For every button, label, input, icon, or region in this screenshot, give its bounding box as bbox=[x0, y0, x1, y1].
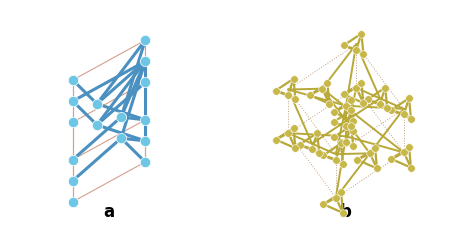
Point bbox=[366, 151, 374, 155]
Point bbox=[388, 157, 395, 161]
Point bbox=[296, 143, 303, 147]
Point bbox=[388, 108, 395, 112]
Point bbox=[405, 96, 413, 100]
Point bbox=[93, 123, 101, 127]
Point bbox=[117, 115, 125, 119]
Point bbox=[332, 158, 340, 161]
Point bbox=[330, 120, 337, 124]
Point bbox=[339, 162, 347, 166]
Point bbox=[376, 102, 384, 106]
Point bbox=[141, 139, 149, 143]
Point bbox=[352, 48, 360, 52]
Point bbox=[364, 98, 372, 101]
Point bbox=[69, 158, 77, 161]
Point bbox=[69, 120, 77, 124]
Point bbox=[342, 124, 350, 128]
Point bbox=[400, 112, 408, 116]
Point bbox=[315, 151, 323, 155]
Point bbox=[290, 126, 297, 130]
Point bbox=[324, 82, 331, 85]
Point bbox=[332, 196, 340, 200]
Point bbox=[354, 158, 361, 162]
Point bbox=[141, 81, 149, 84]
Point bbox=[319, 87, 326, 91]
Point bbox=[141, 38, 149, 42]
Point bbox=[69, 179, 77, 183]
Point bbox=[141, 160, 149, 164]
Point bbox=[326, 102, 333, 106]
Point bbox=[330, 110, 337, 114]
Point bbox=[337, 142, 345, 145]
Point bbox=[117, 136, 125, 140]
Point bbox=[337, 190, 345, 194]
Point bbox=[69, 200, 77, 204]
Point bbox=[358, 81, 365, 84]
Text: b: b bbox=[340, 203, 352, 221]
Point bbox=[360, 52, 367, 56]
Point bbox=[319, 153, 327, 157]
Point bbox=[347, 108, 355, 112]
Point bbox=[340, 43, 347, 47]
Point bbox=[400, 151, 408, 154]
Point bbox=[284, 93, 292, 97]
Point bbox=[352, 86, 360, 90]
Point bbox=[342, 140, 350, 144]
Point bbox=[382, 86, 389, 90]
Point bbox=[284, 131, 292, 135]
Point bbox=[272, 138, 280, 142]
Point bbox=[330, 135, 337, 139]
Point bbox=[407, 166, 415, 170]
Point bbox=[360, 101, 367, 105]
Point bbox=[405, 145, 413, 149]
Point bbox=[272, 89, 280, 92]
Point bbox=[342, 104, 350, 108]
Point bbox=[69, 99, 77, 103]
Point bbox=[292, 97, 299, 101]
Point bbox=[313, 131, 321, 135]
Point bbox=[141, 59, 149, 63]
Point bbox=[306, 93, 314, 97]
Point bbox=[373, 166, 381, 170]
Point bbox=[340, 92, 347, 96]
Point bbox=[349, 119, 357, 123]
Point bbox=[347, 124, 355, 128]
Point bbox=[358, 32, 365, 36]
Point bbox=[69, 78, 77, 82]
Point bbox=[349, 129, 357, 133]
Point bbox=[141, 118, 149, 122]
Point bbox=[347, 98, 355, 102]
Point bbox=[339, 211, 347, 215]
Point bbox=[383, 106, 391, 110]
Point bbox=[292, 146, 299, 150]
Point bbox=[407, 117, 415, 121]
Point bbox=[319, 202, 327, 206]
Point bbox=[290, 77, 297, 81]
Point bbox=[308, 147, 316, 151]
Point bbox=[93, 102, 101, 106]
Point bbox=[371, 146, 379, 150]
Point bbox=[349, 144, 357, 148]
Text: a: a bbox=[103, 203, 115, 221]
